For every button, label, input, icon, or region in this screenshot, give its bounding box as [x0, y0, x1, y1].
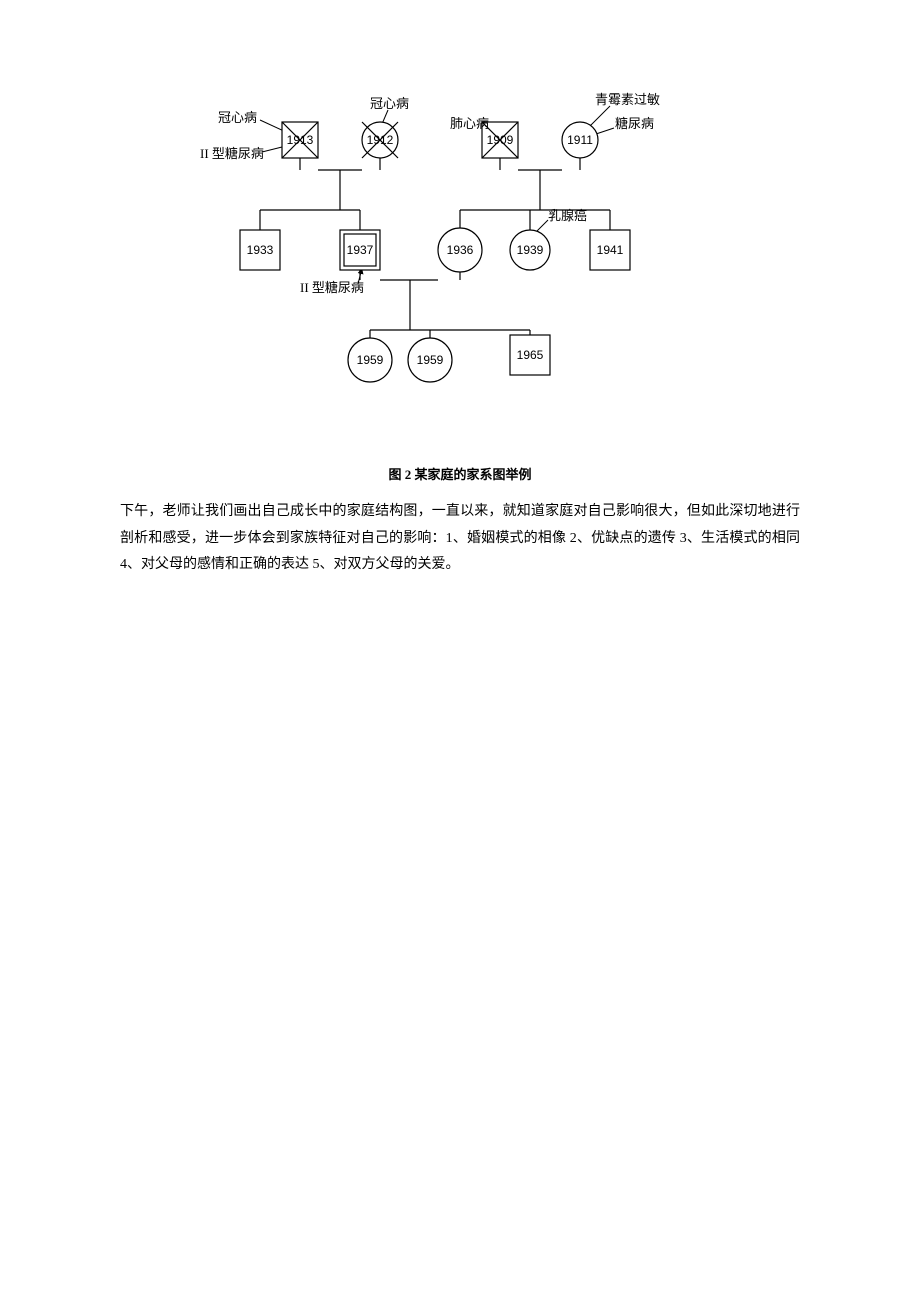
body-paragraph: 下午，老师让我们画出自己成长中的家庭结构图，一直以来，就知道家庭对自己影响很大，…	[120, 499, 800, 579]
svg-text:II 型糖尿病: II 型糖尿病	[200, 146, 264, 161]
svg-text:1911: 1911	[567, 133, 593, 147]
svg-text:1965: 1965	[517, 348, 544, 362]
svg-text:冠心病: 冠心病	[218, 110, 257, 125]
genogram-svg: 1913 1912 1909 1911 1933 1937 1936 1939 1941 1959…	[0, 80, 920, 440]
genogram-diagram: 1913 1912 1909 1911 1933 1937 1936 1939 1941 1959…	[0, 80, 920, 460]
svg-text:1936: 1936	[447, 243, 474, 257]
svg-text:糖尿病: 糖尿病	[615, 116, 654, 131]
svg-text:II 型糖尿病: II 型糖尿病	[300, 280, 364, 295]
svg-text:青霉素过敏: 青霉素过敏	[595, 92, 660, 107]
svg-text:1909: 1909	[487, 133, 514, 147]
diagram-caption: 图 2 某家庭的家系图举例	[0, 464, 920, 483]
svg-text:1939: 1939	[517, 243, 544, 257]
svg-text:1941: 1941	[597, 243, 624, 257]
svg-text:1912: 1912	[367, 133, 394, 147]
svg-text:1913: 1913	[287, 133, 314, 147]
svg-text:肺心病: 肺心病	[450, 116, 489, 131]
svg-text:1933: 1933	[247, 243, 274, 257]
svg-text:冠心病: 冠心病	[370, 96, 409, 111]
svg-text:1959: 1959	[417, 353, 444, 367]
svg-text:1937: 1937	[347, 243, 374, 257]
svg-text:1959: 1959	[357, 353, 384, 367]
svg-text:乳腺癌: 乳腺癌	[548, 208, 587, 223]
